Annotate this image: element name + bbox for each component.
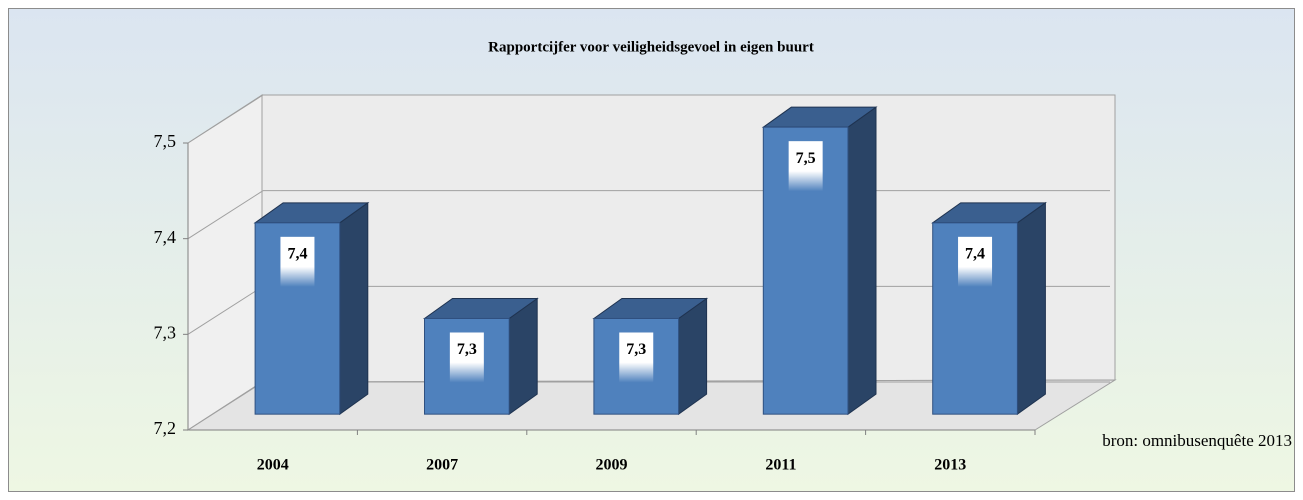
x-tick-label: 2004 (257, 457, 289, 474)
grid-line (187, 285, 264, 335)
bar-side (339, 201, 369, 416)
grid-line (187, 94, 264, 144)
grid-line (187, 190, 264, 240)
y-tick-label: 7,4 (154, 227, 177, 247)
data-label-box (619, 332, 654, 383)
side-wall (187, 94, 263, 431)
y-tick-label: 7,2 (154, 418, 177, 438)
x-tick-label: 2009 (596, 457, 628, 474)
data-label: 7,4 (965, 245, 985, 262)
grid-line (187, 381, 264, 431)
x-tick-label: 2011 (765, 457, 796, 474)
bar-side (847, 106, 877, 416)
data-label-box (280, 236, 315, 287)
data-label-box (958, 236, 993, 287)
data-label: 7,3 (626, 341, 646, 358)
data-label: 7,3 (457, 341, 477, 358)
annotation: bron: omnibusenquête 2013 (1102, 431, 1292, 450)
x-tick-label: 2007 (426, 457, 458, 474)
bar-side (1016, 201, 1046, 416)
data-label: 7,4 (287, 245, 307, 262)
chart-title: Rapportcijfer voor veiligheidsgevoel in … (488, 39, 814, 55)
data-label-box (788, 141, 823, 192)
data-label-box (449, 332, 484, 383)
y-tick-label: 7,5 (154, 131, 177, 151)
y-tick-label: 7,3 (154, 322, 177, 342)
x-tick-label: 2013 (934, 457, 966, 474)
data-label: 7,5 (796, 150, 816, 167)
